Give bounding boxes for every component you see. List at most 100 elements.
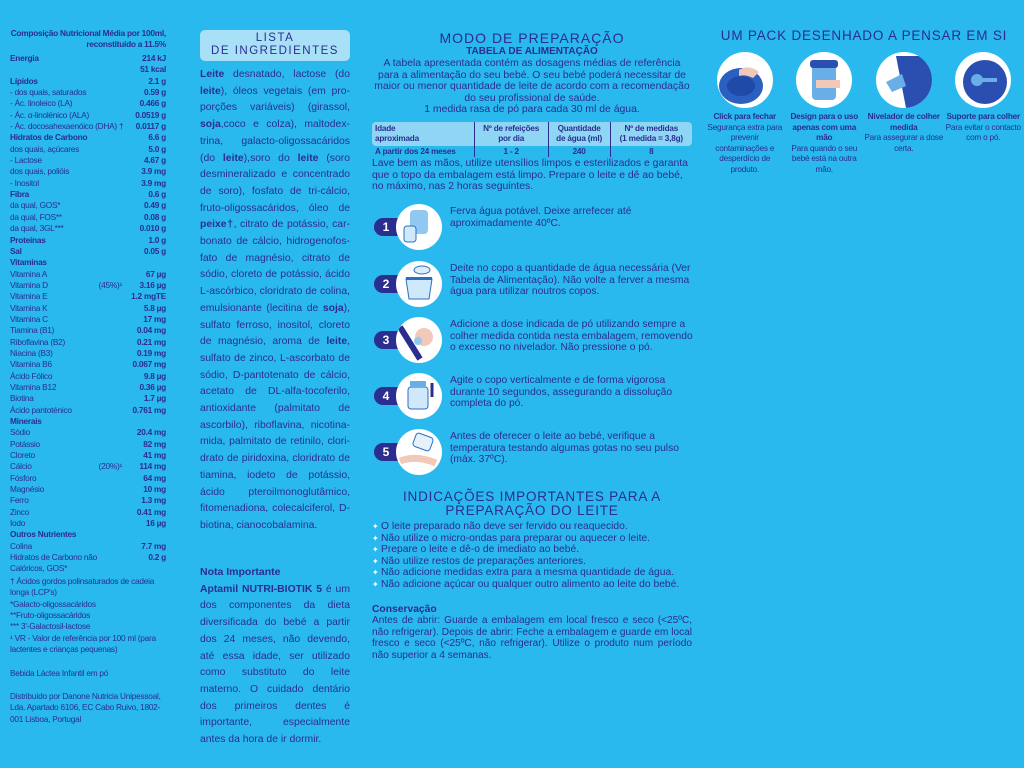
table-header: Nº de refeições por dia — [474, 121, 549, 146]
nutrient-name: Energia — [10, 53, 39, 63]
ingredient-text: , citrato de potássio, car­bonato de cál… — [200, 219, 350, 314]
nutrition-row: Cálcio (20%)¹ 114 mg — [10, 461, 166, 472]
ingredient-text: ),soro do — [243, 152, 298, 164]
feature-text: Para evitar o contacto com o pó. — [945, 122, 1021, 143]
nutrient-name: Cloreto — [10, 450, 35, 461]
allergen: Leite — [200, 69, 225, 80]
indications-panel: INDICAÇÕES IMPORTANTES PARA A PREPARAÇÃO… — [372, 490, 692, 661]
nutrition-row: Vitamina E 1.2 mgTE — [10, 291, 166, 302]
nutrient-name: Vitamina E — [10, 291, 48, 302]
nutrient-name: da qual, FOS** — [10, 211, 62, 222]
allergen: leite — [200, 85, 221, 97]
nutrient-name: Sal — [10, 245, 22, 256]
table-header: Nº de medidas (1 medida = 3,8g) — [610, 121, 692, 146]
nutrient-value: 0.6 g — [148, 189, 166, 200]
step-number: 5 — [374, 443, 398, 461]
table-row: A partir dos 24 meses 1 - 2 240 8 — [372, 145, 692, 157]
nutrition-row: - dos quais, saturados 0.59 g — [10, 87, 166, 98]
indication-item: Não adicione medidas extra para a mesma … — [372, 567, 692, 579]
reference-percent: (20%)¹ — [98, 461, 123, 472]
nutrition-row: da qual, GOS* 0.49 g — [10, 200, 166, 211]
nutrient-value: 1.2 mgTE — [131, 291, 166, 302]
nutrition-footnotes: † Ácidos gordos polinsaturados de cadeia… — [10, 576, 166, 656]
ingredient-text: desnatado, lactose (do — [224, 69, 350, 80]
header-line: Quantidade — [557, 123, 601, 133]
nutrient-name: Vitamina B6 — [10, 359, 52, 370]
nutrient-name: da qual, 3GL*** — [10, 223, 64, 234]
nutrient-value: 0.19 mg — [136, 347, 166, 358]
nutrient-value: 64 mg — [143, 472, 166, 483]
conservation-title: Conservação — [372, 604, 437, 615]
nutrient-name: Magnésio — [10, 484, 44, 495]
nutrition-row: Hidratos de Carbono 6.6 g — [10, 132, 166, 143]
preparation-panel: MODO DE PREPARAÇÃO TABELA DE ALIMENTAÇÃO… — [372, 30, 692, 193]
nutrition-row: Magnésio 10 mg — [10, 484, 166, 495]
one-hand-icon — [796, 52, 853, 108]
nutrition-row: Proteínas 1.0 g — [10, 235, 166, 246]
nutrient-name: Potássio — [10, 438, 40, 449]
indication-item: Prepare o leite e dê-o de imediato ao be… — [372, 544, 692, 556]
nutrition-row: Potássio 82 mg — [10, 439, 166, 450]
indications-title: INDICAÇÕES IMPORTANTES PARA A PREPARAÇÃO… — [403, 489, 661, 518]
nutrient-name: dos quais, açúcares — [10, 143, 80, 154]
nutrition-row: - Ác. linoleico (LA) 0.466 g — [10, 98, 166, 109]
nutrient-name: Vitamina D — [10, 279, 48, 290]
header-line: (1 medida = 3,8g) — [619, 133, 683, 143]
nutrient-value: 51 kcal — [140, 64, 166, 75]
nutrition-row: da qual, FOS** 0.08 g — [10, 212, 166, 223]
nutrient-value: 0.49 g — [143, 200, 166, 211]
nutrient-name: Tiamina (B1) — [10, 325, 55, 336]
nutrient-name: da qual, GOS* — [10, 200, 61, 211]
nutrition-row: da qual, 3GL*** 0.010 g — [10, 223, 166, 234]
nutrition-panel: Composição Nutricional Média por 100ml, … — [10, 28, 166, 725]
table-cell: 8 — [649, 146, 654, 156]
header-line: de água (ml) — [556, 133, 602, 143]
nutrient-value: 0.08 g — [143, 211, 166, 222]
nutrition-row: Tiamina (B1) 0.04 mg — [10, 325, 166, 336]
feeding-intro: A tabela apresentada contém as dosagens … — [374, 58, 690, 116]
pack-feature: Design para o uso apenas com uma mão Para… — [785, 52, 865, 175]
nutrition-row: Lípidos 2.1 g — [10, 76, 166, 87]
nutrition-row: Energia 214 kJ — [10, 53, 166, 64]
nutrient-name: - Ác. docosahexaenóico (DHA) † — [10, 121, 124, 132]
footnote: ¹ VR - Valor de referência por 100 ml (p… — [10, 632, 156, 655]
edge-strip — [1024, 0, 1028, 768]
table-cell: 1 - 2 — [474, 145, 549, 157]
nutrient-name: Lípidos — [10, 75, 38, 86]
preparation-step: 3 Adicione a dose indicada de pó utilizan… — [372, 315, 693, 365]
preparation-step: 2 Deite no copo a quantidade de água nece… — [372, 259, 692, 309]
nutrient-name: Ácido Fólico — [10, 370, 53, 381]
nutrient-value: 3.9 mg — [141, 177, 166, 188]
indications-list: O leite preparado não deve ser fervido o… — [372, 521, 692, 590]
step-text: Adicione a dose indicada de pó utilizand… — [450, 319, 693, 354]
nutrient-value: 4.67 g — [143, 155, 166, 166]
ingredient-text: ), óleos vegetais (em pro­porções variáv… — [200, 85, 350, 114]
conservation-text: Antes de abrir: Guarde a embalagem em lo… — [372, 615, 692, 661]
nutrient-name: Hidratos de Carbono não Calóricos, GOS* — [10, 552, 97, 574]
indication-item: Não adicione açúcar ou qualquer outro al… — [372, 579, 692, 591]
ingredient-text: ), sulfato ferroso, inositol, cloreto de… — [200, 302, 350, 348]
feeding-table-title: TABELA DE ALIMENTAÇÃO — [466, 46, 598, 57]
feature-text: Para assegurar a dose certa. — [864, 133, 944, 153]
shake-cup-icon — [396, 373, 442, 419]
preparation-step: 1 Ferva água potável. Deixe arrefecer até… — [372, 202, 692, 252]
ingredients-text: Leite desnatado, lactose (do leite), óle… — [200, 67, 350, 535]
product-type: Bebida Láctea Infantil em pó — [10, 667, 109, 678]
nutrition-row: Outros Nutrientes — [10, 529, 166, 540]
nutrition-header: Composição Nutricional Média por 100ml, … — [10, 28, 167, 49]
header-line: aproximada — [375, 133, 419, 143]
ingredient-text: , sulfato de zinco, L-ascorbato de sódio… — [200, 336, 350, 531]
feature-title: Design para o uso apenas com uma mão — [790, 112, 859, 142]
wrist-test-icon — [396, 429, 442, 475]
nutrient-name: - Lactose — [10, 155, 42, 166]
nutrition-row: Colina 7.7 mg — [10, 541, 166, 552]
nutrient-name: Fibra — [10, 189, 30, 200]
nutrient-value: 16 µg — [145, 518, 166, 529]
nutrient-value: 9.8 µg — [143, 370, 166, 381]
allergen: soja — [322, 302, 344, 314]
nutrient-name: Vitamina A — [10, 268, 48, 279]
footnote: **Fruto-oligossacáridos — [10, 610, 91, 621]
nutrient-value: 0.59 g — [143, 87, 166, 98]
nutrient-value: 0.761 mg — [132, 404, 166, 415]
nutrient-value: 0.466 g — [139, 98, 167, 109]
